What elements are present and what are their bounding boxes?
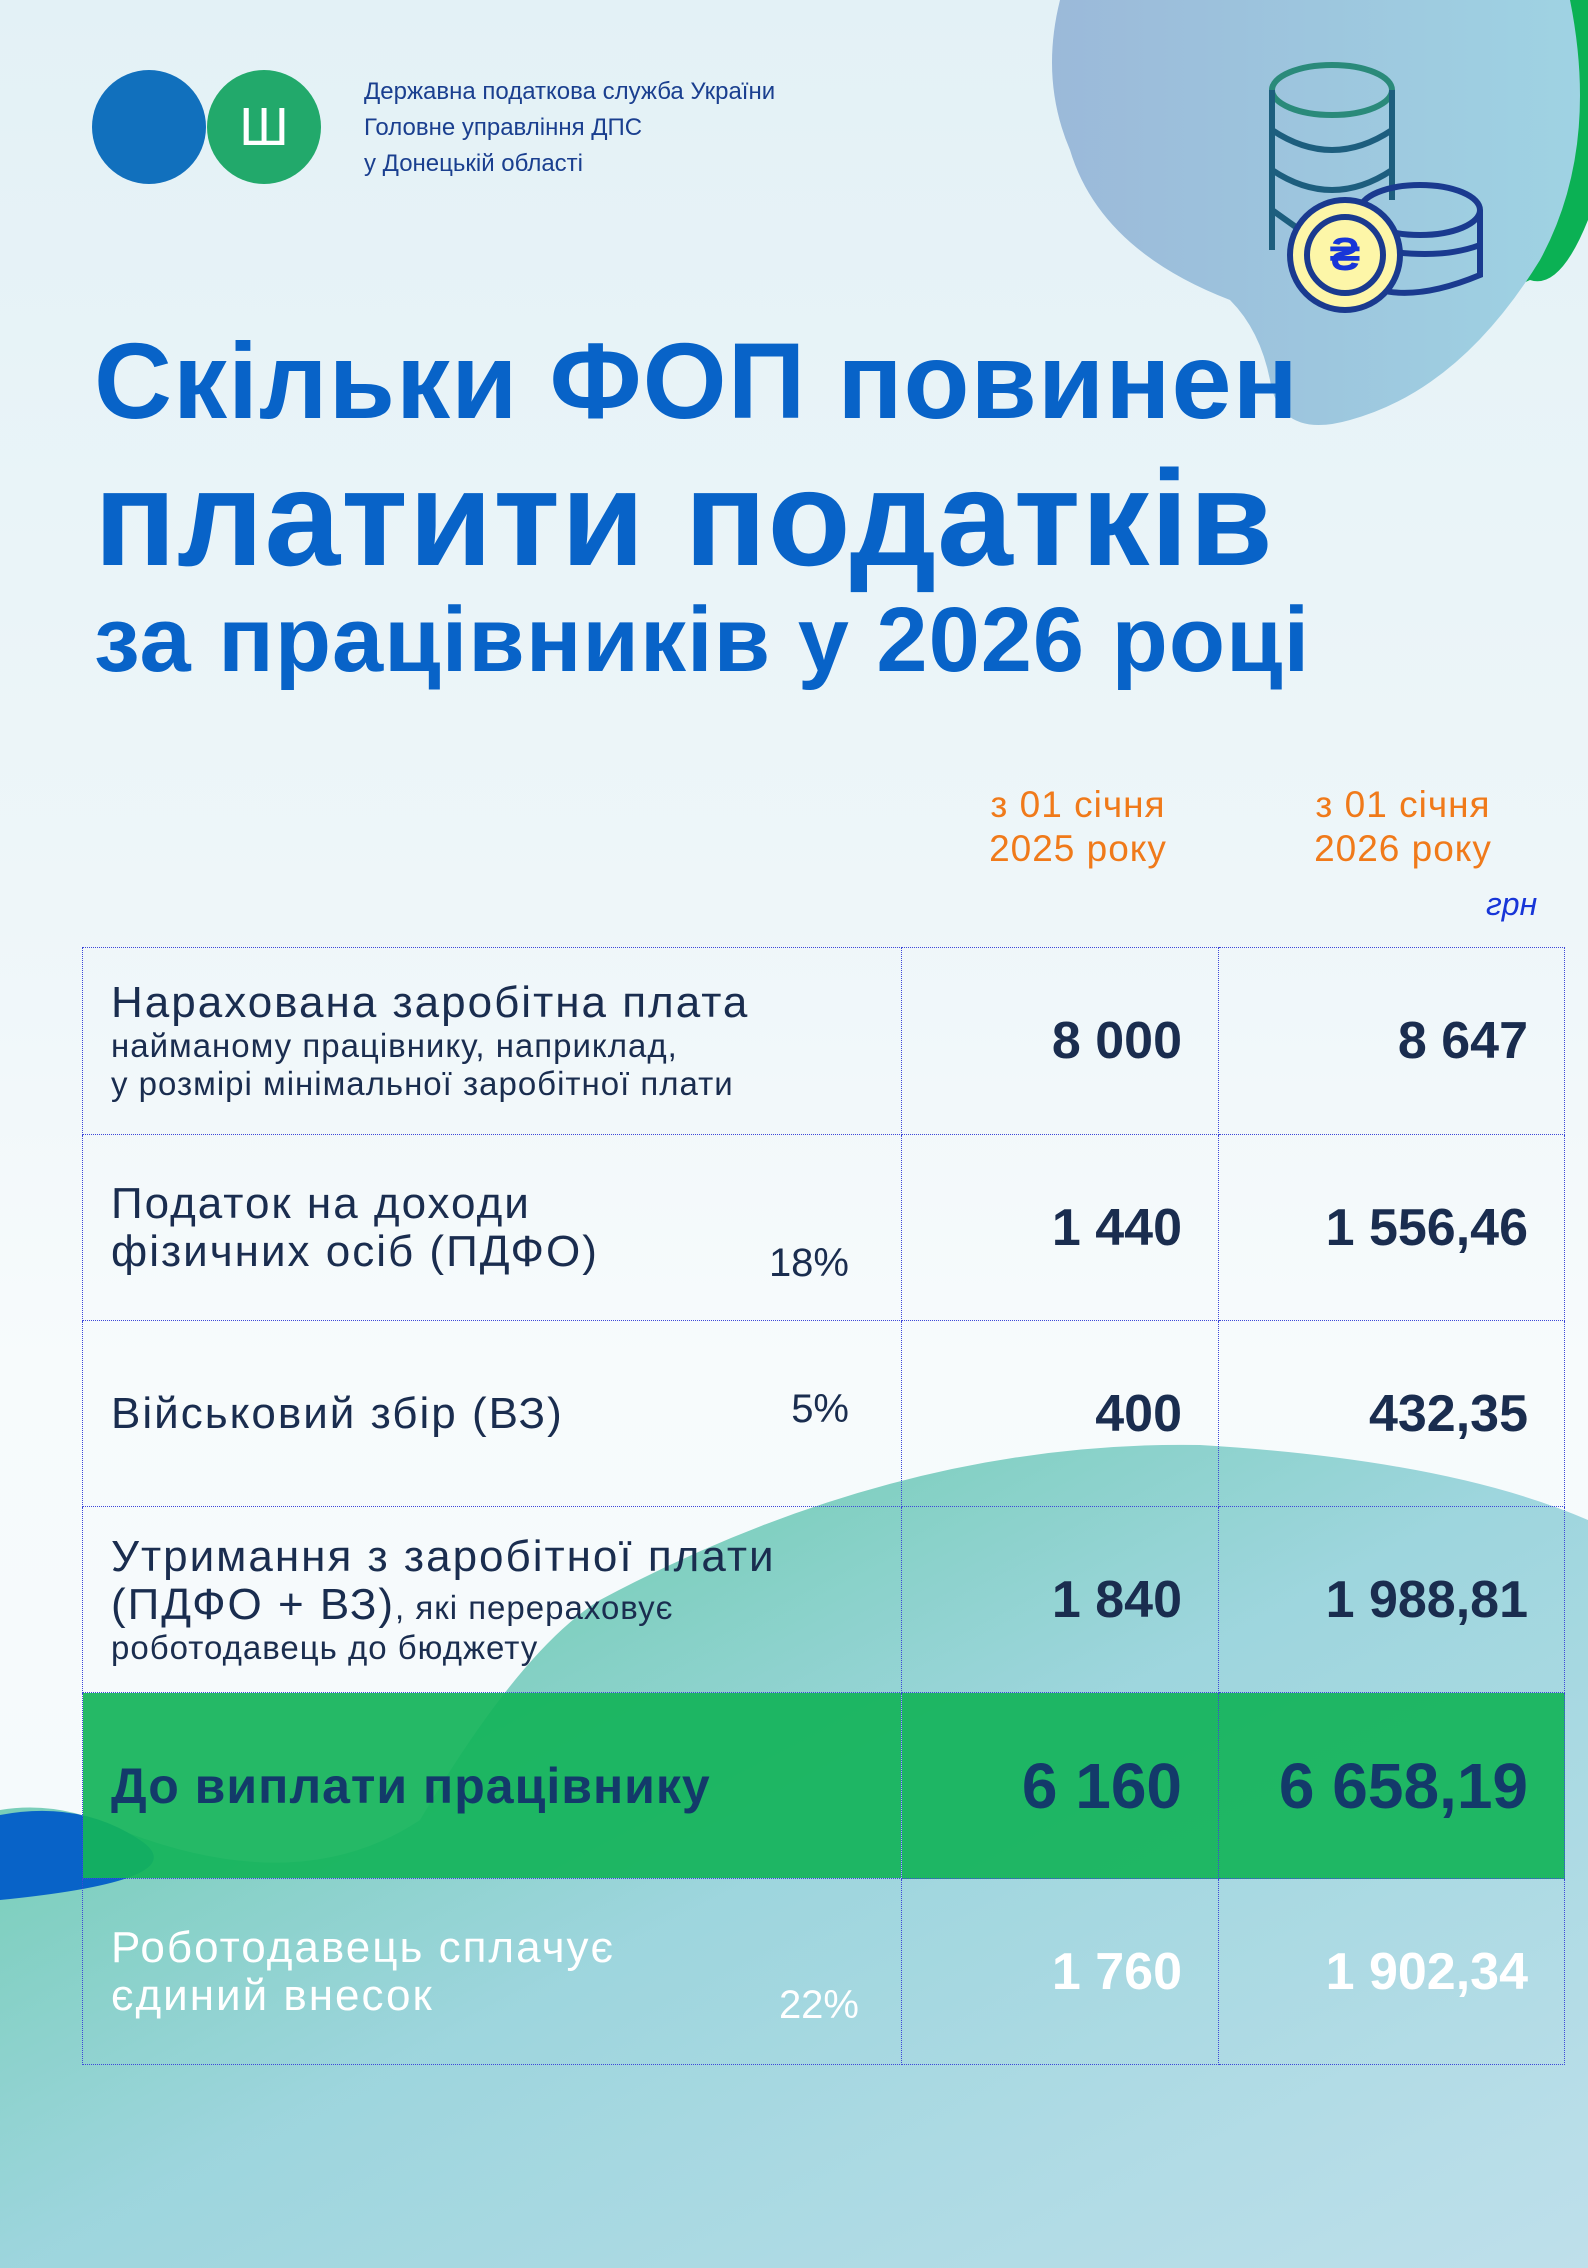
org-line: у Донецькій області xyxy=(364,150,583,177)
title-line-3: за працівників у 2026 році xyxy=(94,589,1311,691)
logo-green-circle: Ш xyxy=(207,70,321,184)
value-2026: 8 647 xyxy=(1218,947,1565,1135)
value-2026: 1 902,34 xyxy=(1218,1878,1565,2065)
value-2025: 400 xyxy=(901,1320,1219,1507)
value-2025: 8 000 xyxy=(901,947,1219,1135)
value-2026: 432,35 xyxy=(1218,1320,1565,1507)
coins-icon: ₴ xyxy=(1269,62,1483,313)
value-2025: 1 440 xyxy=(901,1134,1219,1321)
value-2025: 6 160 xyxy=(901,1692,1219,1879)
table-row: Податок на доходи фізичних осіб (ПДФО) 18%… xyxy=(82,1134,1565,1321)
org-name: Державна податкова служба України Головн… xyxy=(364,74,775,182)
title-line-2: платити податків xyxy=(94,442,1274,594)
unit-label: грн xyxy=(1486,886,1538,922)
table-row: Утримання з заробітної плати (ПДФО + ВЗ),… xyxy=(82,1506,1565,1693)
table-row-total: До виплати працівнику 6 160 6 658,19 xyxy=(82,1692,1565,1879)
value-2026: 1 556,46 xyxy=(1218,1134,1565,1321)
table-row: Роботодавець сплачує єдиний внесок 22% 1 76… xyxy=(82,1878,1565,2065)
rate: 5% xyxy=(791,1387,849,1431)
org-line: Головне управління ДПС xyxy=(364,114,643,141)
column-header-2026: з 01 січня 2026 року xyxy=(1314,784,1492,869)
title-line-1: Скільки ФОП повинен xyxy=(94,320,1299,441)
value-2026: 1 988,81 xyxy=(1218,1506,1565,1693)
table-row: Нарахована заробітна плата найманому прац… xyxy=(82,947,1565,1135)
org-line: Державна податкова служба України xyxy=(364,78,776,105)
value-2025: 1 760 xyxy=(901,1878,1219,2065)
value-2025: 1 840 xyxy=(901,1506,1219,1693)
hryvnia-icon: ₴ xyxy=(1330,228,1361,280)
rate: 18% xyxy=(768,1241,849,1285)
logo-blue-circle xyxy=(92,70,206,184)
column-header-2025: з 01 січня 2025 року xyxy=(989,784,1167,869)
table-row: Військовий збір (ВЗ) 5% 400 432,35 xyxy=(82,1320,1565,1507)
tax-table: Нарахована заробітна плата найманому прац… xyxy=(82,947,1565,2065)
rate: 22% xyxy=(778,1983,859,2027)
trident-icon: Ш xyxy=(239,97,289,157)
value-2026: 6 658,19 xyxy=(1218,1692,1565,1879)
